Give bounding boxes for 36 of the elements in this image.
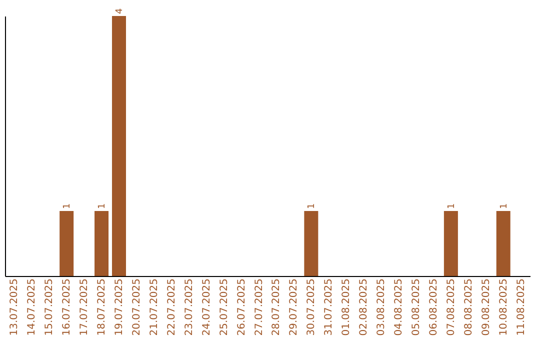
x-tick-label: 03.08.2025	[376, 278, 388, 336]
x-tick-label: 09.08.2025	[480, 278, 492, 336]
x-tick-label: 29.07.2025	[288, 278, 300, 336]
x-tick-label: 23.07.2025	[184, 278, 195, 336]
x-tick-label: 31.07.2025	[324, 278, 335, 336]
x-tick-label: 02.08.2025	[358, 278, 370, 336]
x-tick-label: 11.08.2025	[516, 278, 527, 336]
data-label: 1	[499, 203, 510, 209]
x-tick-label: 17.07.2025	[79, 278, 90, 336]
x-tick-label: 26.07.2025	[236, 278, 248, 336]
x-tick-label: 27.07.2025	[254, 278, 265, 336]
x-tick-label: 22.07.2025	[166, 278, 178, 336]
data-label: 1	[98, 203, 108, 209]
x-tick-label: 10.08.2025	[498, 278, 510, 336]
x-tick-label: 24.07.2025	[201, 278, 212, 336]
x-tick-label: 04.08.2025	[394, 278, 405, 336]
x-tick-label: 25.07.2025	[218, 278, 230, 336]
data-label: 1	[446, 203, 457, 209]
data-label: 1	[62, 203, 73, 209]
x-tick-label: 21.07.2025	[148, 278, 160, 336]
x-tick-label: 08.08.2025	[463, 278, 474, 336]
x-tick-label: 28.07.2025	[271, 278, 282, 336]
data-label: 4	[115, 8, 125, 14]
x-tick-label: 05.08.2025	[411, 278, 422, 336]
x-tick-label: 18.07.2025	[96, 278, 108, 336]
x-tick-label: 07.08.2025	[446, 278, 457, 336]
x-tick-label: 16.07.2025	[62, 278, 73, 336]
x-tick-label: 20.07.2025	[131, 278, 142, 336]
x-tick-label: 13.07.2025	[9, 278, 20, 336]
x-tick-label: 19.07.2025	[114, 278, 125, 336]
x-tick-label: 14.07.2025	[26, 278, 38, 336]
x-tick-label: 30.07.2025	[306, 278, 318, 336]
x-tick-label: 01.08.2025	[341, 278, 352, 336]
data-label: 1	[307, 203, 318, 209]
x-tick-label: 15.07.2025	[44, 278, 56, 336]
x-tick-label: 06.08.2025	[428, 278, 440, 336]
